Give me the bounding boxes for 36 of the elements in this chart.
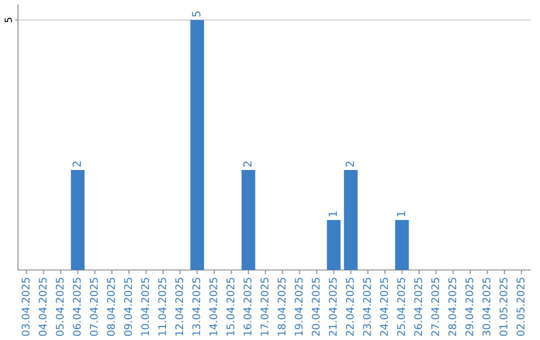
x-tick-label: 05.04.2025: [56, 278, 64, 336]
x-tick-label: 29.04.2025: [465, 278, 474, 336]
x-tick-label: 26.04.2025: [414, 278, 422, 336]
x-tick-label: 11.04.2025: [158, 278, 166, 336]
x-tick-label: 20.04.2025: [312, 278, 320, 336]
x-tick-label: 02.05.2025: [516, 278, 524, 336]
x-tick-label: 27.04.2025: [431, 278, 440, 336]
x-tick-label: 16.04.2025: [244, 278, 252, 336]
x-tick-label: 30.04.2025: [482, 278, 490, 336]
x-tick-label: 23.04.2025: [363, 278, 371, 336]
x-tick-label: 14.04.2025: [209, 278, 218, 336]
x-tick-label: 08.04.2025: [107, 278, 115, 336]
x-tick-label: 07.04.2025: [90, 278, 98, 336]
x-tick-label: 10.04.2025: [141, 278, 150, 336]
data-label: 1: [328, 211, 337, 216]
x-tick-label: 13.04.2025: [192, 278, 200, 336]
data-label: 5: [192, 11, 200, 17]
x-tick-label: 01.05.2025: [500, 278, 508, 336]
x-tick-label: 19.04.2025: [294, 278, 303, 336]
x-tick-label: 18.04.2025: [278, 278, 286, 336]
x-tick-label: 06.04.2025: [72, 278, 81, 336]
x-tick-label: 04.04.2025: [38, 278, 47, 336]
x-tick-label: 09.04.2025: [124, 278, 132, 336]
data-label: 2: [72, 162, 81, 167]
data-label: 1: [396, 211, 406, 216]
x-tick-label: 22.04.2025: [346, 278, 354, 336]
x-tick-label: 25.04.2025: [397, 278, 406, 336]
x-tick-label: 03.04.2025: [22, 278, 30, 336]
x-tick-label: 15.04.2025: [226, 278, 234, 336]
x-tick-label: 12.04.2025: [175, 278, 184, 336]
x-tick-label: 21.04.2025: [328, 278, 337, 336]
x-tick-label: 28.04.2025: [448, 278, 456, 336]
x-tick-label: 17.04.2025: [260, 278, 268, 336]
x-tick-label: 24.04.2025: [380, 278, 388, 336]
data-label: 2: [346, 162, 354, 167]
data-label: 2: [243, 162, 252, 167]
